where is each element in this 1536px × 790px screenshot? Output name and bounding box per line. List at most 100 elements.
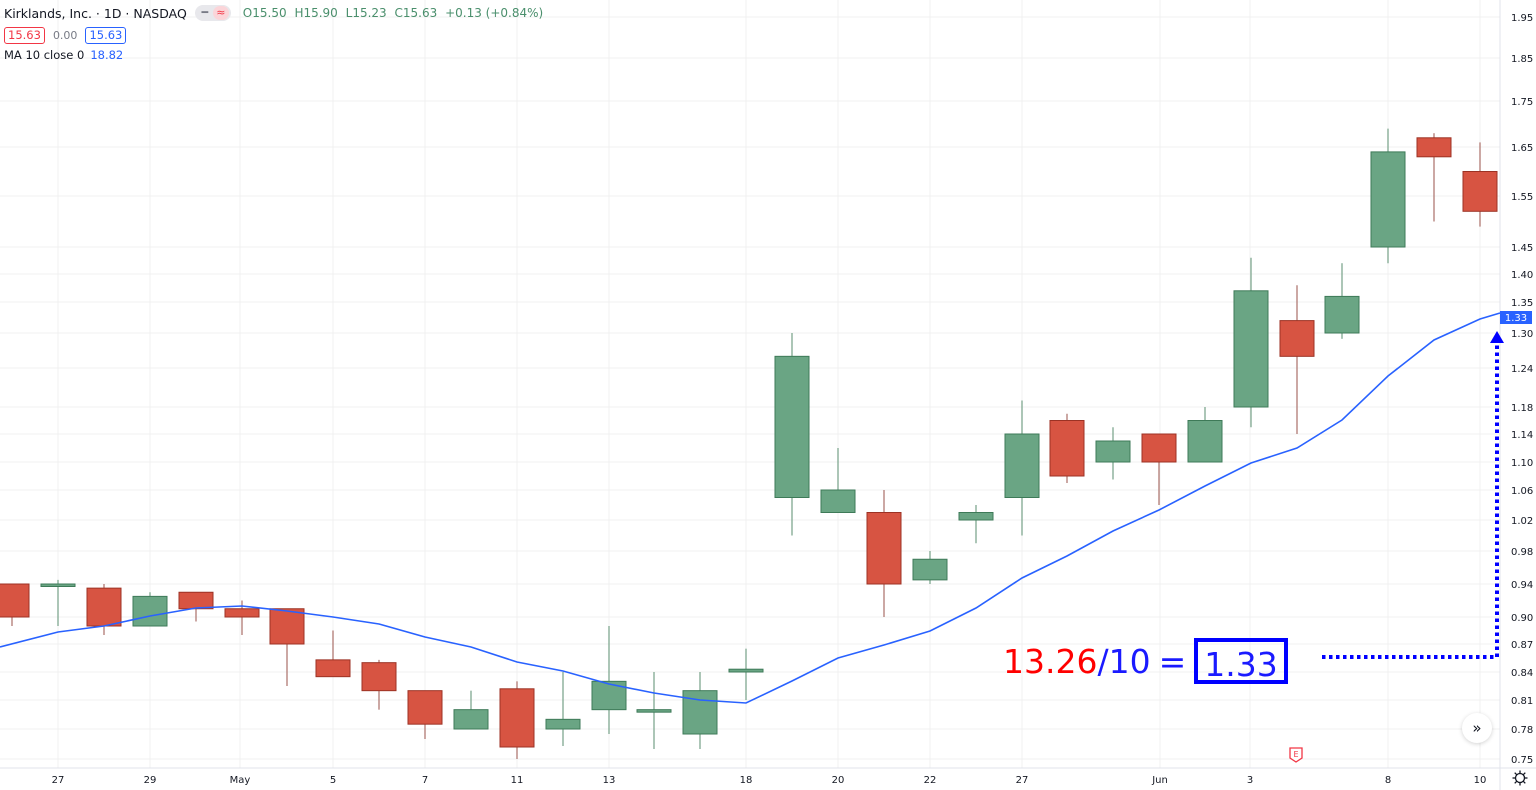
candle[interactable] — [1370, 128, 1406, 264]
price-tick-label: 1.10 — [1511, 458, 1533, 469]
price-tick-label: 1.30 — [1511, 329, 1533, 340]
price-tick-label: 1.45 — [1511, 243, 1533, 254]
ma-line — [0, 312, 1501, 704]
candle[interactable] — [178, 591, 214, 622]
high-value: H15.90 — [294, 6, 338, 20]
candle[interactable] — [1279, 285, 1315, 434]
candle[interactable] — [269, 608, 305, 686]
candle[interactable] — [499, 681, 535, 759]
time-tick-label: 27 — [1016, 775, 1029, 786]
time-tick-label: 8 — [1385, 775, 1391, 786]
ma-calculation-annotation: 13.26 /10 = 1.33 — [1003, 638, 1288, 684]
ma-indicator-label: MA 10 close 0 — [4, 48, 85, 62]
price-tick-label: 0.81 — [1511, 696, 1533, 707]
spread-value: 0.00 — [52, 28, 78, 42]
chart-legend: Kirklands, Inc. · 1D · NASDAQ ━ ≈ O15.50… — [4, 4, 547, 64]
price-axis[interactable]: 1.95 1.85 1.75 1.65 1.55 1.45 1.40 1.35 1.30 1.24… — [1511, 13, 1533, 766]
candle[interactable] — [636, 672, 672, 749]
change-value: +0.13 (+0.84%) — [445, 6, 544, 20]
candle[interactable] — [1324, 263, 1360, 339]
ma-last-value-label: 1.33 — [1500, 311, 1532, 324]
candle[interactable] — [1095, 427, 1131, 480]
double-chevron-right-icon: » — [1472, 719, 1482, 737]
close-value: C15.63 — [394, 6, 438, 20]
scroll-to-realtime-button[interactable]: » — [1462, 713, 1492, 743]
buy-price-button[interactable]: 15.63 — [85, 26, 127, 44]
time-tick-label: 7 — [422, 775, 428, 786]
price-tick-label: 1.75 — [1511, 97, 1533, 108]
price-tick-label: 1.85 — [1511, 54, 1533, 65]
settings-gear-icon[interactable] — [1511, 769, 1529, 787]
candle[interactable] — [453, 690, 489, 730]
wave-icon[interactable]: ≈ — [212, 6, 229, 20]
price-tick-label: 1.02 — [1511, 516, 1533, 527]
ma-indicator-row[interactable]: MA 10 close 0 18.82 — [4, 46, 547, 64]
annotation-divisor: /10 — [1097, 642, 1151, 681]
annotation-result-box: 1.33 — [1194, 638, 1288, 684]
candle[interactable] — [820, 448, 856, 513]
price-tick-label: 1.35 — [1511, 298, 1533, 309]
time-tick-label: May — [230, 775, 251, 786]
candle[interactable] — [545, 672, 581, 746]
candle[interactable] — [1416, 133, 1452, 222]
open-value: O15.50 — [242, 6, 287, 20]
price-tick-label: 1.65 — [1511, 143, 1533, 154]
low-value: L15.23 — [345, 6, 387, 20]
time-tick-label: 10 — [1474, 775, 1487, 786]
annotation-equals: = — [1158, 642, 1187, 681]
price-tick-label: 0.94 — [1511, 580, 1533, 591]
candle[interactable] — [315, 630, 351, 678]
candle[interactable] — [1187, 407, 1223, 463]
candle[interactable] — [958, 505, 994, 544]
legend-title-row: Kirklands, Inc. · 1D · NASDAQ ━ ≈ O15.50… — [4, 4, 547, 22]
time-tick-label: 5 — [330, 775, 336, 786]
price-tick-label: 1.18 — [1511, 403, 1533, 414]
bid-ask-row: 15.63 0.00 15.63 — [4, 26, 547, 44]
candle[interactable] — [361, 659, 397, 710]
earnings-icon[interactable]: E — [1289, 747, 1303, 763]
candle[interactable] — [40, 579, 76, 626]
ma-indicator-value: 18.82 — [90, 48, 124, 62]
candle[interactable] — [1141, 433, 1177, 505]
candle[interactable] — [912, 551, 948, 584]
candle[interactable] — [0, 583, 30, 626]
price-tick-label: 1.95 — [1511, 13, 1533, 24]
candle[interactable] — [1049, 413, 1085, 483]
visibility-toggle[interactable]: ━ ≈ — [194, 5, 231, 21]
price-tick-label: 0.98 — [1511, 547, 1533, 558]
time-tick-label: 13 — [603, 775, 616, 786]
price-tick-label: 0.90 — [1511, 613, 1533, 624]
annotation-arrow — [1322, 331, 1504, 659]
svg-text:1.33: 1.33 — [1505, 313, 1527, 324]
time-tick-label: 11 — [511, 775, 524, 786]
candle[interactable] — [682, 672, 718, 749]
sell-price-button[interactable]: 15.63 — [4, 26, 45, 44]
symbol-title[interactable]: Kirklands, Inc. · 1D · NASDAQ — [4, 5, 187, 21]
candle[interactable] — [866, 490, 902, 617]
candle[interactable] — [132, 592, 168, 627]
annotation-sum: 13.26 — [1003, 642, 1098, 681]
candle[interactable] — [1233, 257, 1269, 428]
grid — [0, 0, 1500, 768]
candle[interactable] — [1462, 142, 1498, 227]
time-tick-label: 20 — [832, 775, 845, 786]
candle[interactable] — [774, 333, 810, 536]
price-tick-label: 1.06 — [1511, 486, 1533, 497]
candle[interactable] — [1004, 400, 1040, 536]
time-tick-label: 27 — [52, 775, 65, 786]
candle[interactable] — [407, 690, 443, 739]
candle[interactable] — [86, 584, 122, 635]
candle[interactable] — [728, 648, 764, 700]
time-tick-label: 18 — [740, 775, 753, 786]
minus-icon[interactable]: ━ — [201, 6, 209, 19]
price-tick-label: 1.14 — [1511, 430, 1533, 441]
price-tick-label: 1.55 — [1511, 192, 1533, 203]
price-tick-label: 0.75 — [1511, 755, 1533, 766]
candles — [0, 128, 1498, 759]
svg-text:E: E — [1293, 750, 1298, 759]
time-tick-label: Jun — [1151, 775, 1168, 786]
price-tick-label: 0.78 — [1511, 725, 1533, 736]
price-tick-label: 0.84 — [1511, 668, 1533, 679]
time-axis[interactable]: 27 29 May 5 7 11 13 18 20 22 27 Jun 3 8 10 — [52, 775, 1487, 786]
